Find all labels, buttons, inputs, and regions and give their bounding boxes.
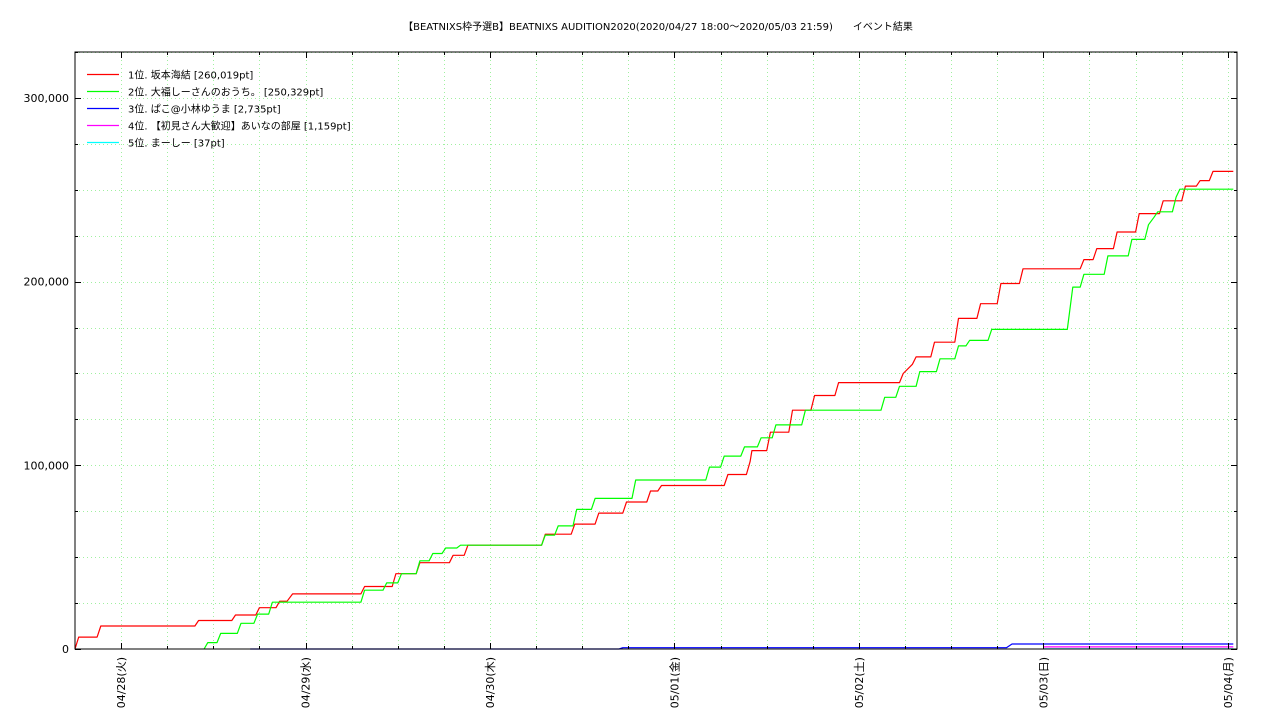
x-tick-label: 05/01(金) xyxy=(667,657,681,708)
legend-entry: 2位. 大福しーさんのおうち。 [250,329pt] xyxy=(128,86,323,99)
y-tick-label: 300,000 xyxy=(24,92,70,105)
series-line-2 xyxy=(203,188,1234,650)
x-tick-label: 04/30(木) xyxy=(484,657,497,708)
legend-entry: 1位. 坂本海結 [260,019pt] xyxy=(128,69,253,82)
x-tick-label: 04/29(水) xyxy=(300,657,313,708)
x-tick-label: 05/02(土) xyxy=(853,657,866,708)
x-tick-label: 05/03(日) xyxy=(1037,657,1050,708)
chart-title: 【BEATNIXS枠予選B】BEATNIXS AUDITION2020(2020… xyxy=(403,20,913,33)
grid xyxy=(75,52,1237,649)
series-line-1 xyxy=(74,170,1234,650)
y-tick-label: 100,000 xyxy=(24,459,70,472)
legend-entry: 4位. 【初見さん大歓迎】あいなの部屋 [1,159pt] xyxy=(128,120,351,133)
x-tick-label: 05/04(月) xyxy=(1222,657,1235,708)
legend-entry: 5位. まーしー [37pt] xyxy=(128,137,225,150)
y-tick-label: 200,000 xyxy=(24,276,70,289)
legend: 1位. 坂本海結 [260,019pt] 2位. 大福しーさんのおうち。 [250… xyxy=(87,69,351,150)
series-lines xyxy=(74,170,1234,650)
y-tick-label: 0 xyxy=(62,643,69,656)
legend-entry: 3位. ぱこ@小林ゆうま [2,735pt] xyxy=(128,103,281,116)
x-tick-label: 04/28(火) xyxy=(115,657,128,708)
plot-frame xyxy=(74,51,1238,650)
axes: 0 100,000 200,000 300,000 04/28(火) 04/29(水) 04… xyxy=(24,52,1237,708)
